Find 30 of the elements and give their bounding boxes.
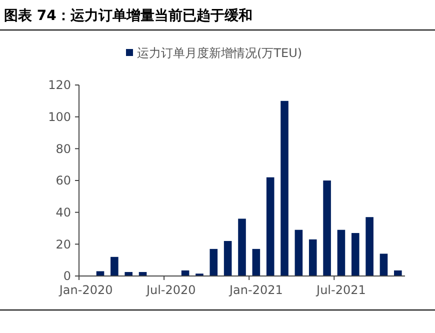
y-tick-label: 0: [63, 269, 71, 284]
bar: [110, 256, 118, 276]
x-tick-label: Jul-2020: [145, 283, 196, 297]
x-tick-label: Jan-2020: [58, 283, 113, 297]
legend-label: 运力订单月度新增情况(万TEU): [137, 46, 302, 60]
bar: [280, 100, 288, 276]
bar: [96, 271, 104, 276]
bar: [238, 218, 246, 276]
y-tick-label: 100: [48, 110, 71, 124]
bar: [380, 254, 388, 276]
y-tick-label: 120: [48, 78, 71, 92]
bar: [308, 239, 317, 276]
bar: [224, 240, 232, 276]
x-tick-label: Jan-2021: [228, 283, 283, 297]
bar: [323, 180, 331, 276]
bar: [394, 270, 402, 276]
y-tick-label: 40: [56, 206, 71, 220]
y-tick-label: 20: [56, 237, 71, 252]
bar: [266, 177, 274, 276]
bar: [252, 248, 260, 276]
bar: [294, 230, 303, 276]
bar: [351, 233, 360, 276]
y-tick-label: 80: [56, 142, 71, 156]
y-tick-label: 60: [56, 174, 71, 188]
bar: [210, 248, 218, 276]
bar: [337, 230, 346, 276]
x-tick-label: Jul-2021: [316, 283, 366, 297]
bar: [124, 272, 133, 276]
chart-title: 图表 74：运力订单增量当前已趋于缓和: [4, 8, 252, 24]
bar: [366, 217, 374, 276]
